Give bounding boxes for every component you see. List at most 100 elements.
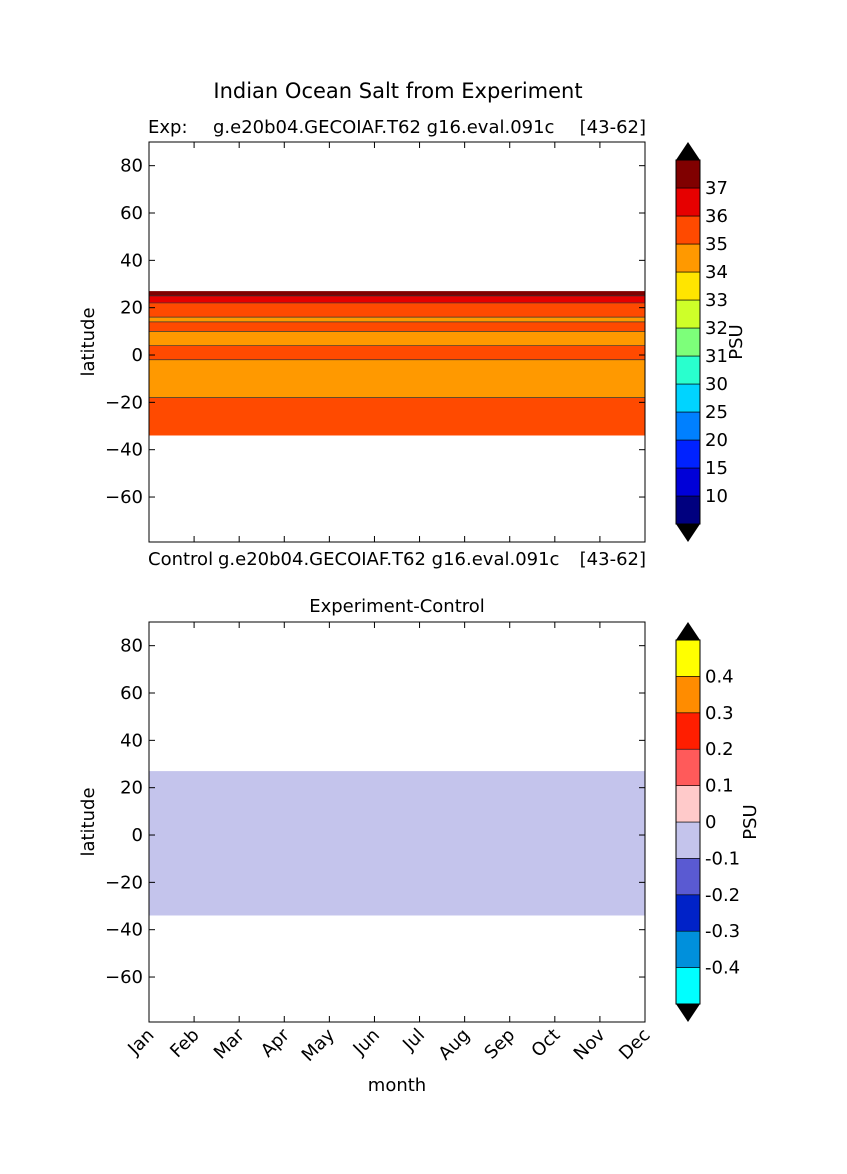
colorbar-extend-max: [676, 622, 700, 640]
colorbar-segment: [675, 215, 701, 245]
colorbar-tick-label: 0: [705, 812, 716, 833]
difference-panel: 80 60 40 20 0 −20 −40 −60 latitude Jan Feb Mar Apr Ma…: [78, 621, 655, 1096]
colorbar-segment: [675, 894, 701, 932]
exp-years: [43-62]: [580, 117, 646, 138]
colorbar-segment: [675, 327, 701, 357]
colorbar-tick-label: -0.1: [705, 848, 740, 869]
colorbar-tick-label: 31: [705, 346, 728, 367]
contour-band: [149, 771, 645, 916]
salinity-colorbar: 10 15 20 25 30 31 32 33 34 35 36 37 PSU: [675, 142, 747, 542]
colorbar-tick-label: 33: [705, 290, 728, 311]
contour-band: [149, 331, 645, 346]
x-tick-label: Jul: [398, 1025, 429, 1056]
colorbar-tick-label: 25: [705, 402, 728, 423]
colorbar-tick-label: 32: [705, 318, 728, 339]
contour-band: [149, 317, 645, 322]
colorbar-segment: [675, 712, 701, 750]
colorbar-segment: [675, 439, 701, 469]
y-tick-label: 60: [120, 683, 143, 704]
colorbar-tick-label: 10: [705, 486, 728, 507]
colorbar-tick-label: 34: [705, 262, 728, 283]
x-tick-label: Jan: [123, 1025, 158, 1060]
y-tick-label: −40: [105, 440, 143, 461]
contour-band: [149, 359, 645, 398]
colorbar-label: PSU: [740, 804, 761, 839]
colorbar-segment: [675, 383, 701, 413]
colorbar-tick-label: 36: [705, 206, 728, 227]
x-tick-label: Nov: [570, 1024, 610, 1064]
control-years: [43-62]: [580, 549, 646, 570]
y-tick-label: 80: [120, 636, 143, 657]
colorbar-tick-label: 0.3: [705, 703, 734, 724]
colorbar-segment: [675, 411, 701, 441]
colorbar-extend-min: [676, 1004, 700, 1022]
colorbar-tick-label: 20: [705, 430, 728, 451]
x-tick-label: Apr: [257, 1024, 294, 1061]
colorbar-segment: [675, 243, 701, 273]
colorbar-tick-label: 0.2: [705, 739, 734, 760]
colorbar-tick-label: -0.2: [705, 885, 740, 906]
y-tick-label: −40: [105, 920, 143, 941]
y-tick-label: −60: [105, 967, 143, 988]
colorbar-segment: [675, 355, 701, 385]
colorbar-segment: [675, 639, 701, 677]
control-label: Control: [148, 549, 213, 570]
y-tick-label: 80: [120, 156, 143, 177]
colorbar-segment: [675, 748, 701, 786]
y-tick-label: −20: [105, 392, 143, 413]
figure-title: Indian Ocean Salt from Experiment: [213, 79, 582, 103]
x-tick-label: Oct: [527, 1025, 564, 1062]
y-tick-label: −20: [105, 872, 143, 893]
y-axis-label: latitude: [78, 307, 99, 376]
experiment-salinity-panel: 80 60 40 20 0 −20 −40 −60 latitude: [78, 141, 646, 543]
colorbar-tick-label: 35: [705, 234, 728, 255]
plot-frame: [148, 141, 646, 543]
x-tick-label: May: [298, 1024, 339, 1065]
contour-band: [149, 345, 645, 360]
y-tick-label: −60: [105, 487, 143, 508]
colorbar-segment: [675, 785, 701, 823]
contour-band: [149, 397, 645, 436]
y-tick-label: 0: [132, 345, 143, 366]
y-tick-label: 20: [120, 298, 143, 319]
colorbar-segment: [675, 676, 701, 714]
colorbar-tick-label: 0.1: [705, 776, 734, 797]
x-tick-label: Jun: [349, 1025, 384, 1060]
control-case-name: g.e20b04.GECOIAF.T62 g16.eval.091c: [218, 549, 559, 570]
difference-panel-title: Experiment-Control: [309, 596, 485, 617]
colorbar-tick-label: -0.4: [705, 958, 740, 979]
colorbar-frame: [675, 159, 701, 525]
colorbar-label: PSU: [726, 324, 747, 359]
colorbar-segment: [675, 967, 701, 1005]
difference-colorbar: -0.4 -0.3 -0.2 -0.1 0 0.1 0.2 0.3 0.4 PSU: [675, 622, 761, 1022]
colorbar-segment: [675, 467, 701, 497]
colorbar-segment: [675, 495, 701, 525]
contour-band: [149, 321, 645, 332]
colorbar-extend-max: [676, 142, 700, 160]
colorbar-segment: [675, 858, 701, 896]
plot-frame: [148, 621, 646, 1023]
colorbar-segment: [675, 821, 701, 859]
colorbar-tick-label: 0.4: [705, 666, 734, 687]
contour-band: [149, 291, 645, 296]
exp-case-name: g.e20b04.GECOIAF.T62 g16.eval.091c: [213, 117, 554, 138]
y-tick-label: 40: [120, 250, 143, 271]
y-tick-label: 0: [132, 825, 143, 846]
colorbar-tick-label: 30: [705, 374, 728, 395]
colorbar-segment: [675, 159, 701, 189]
x-tick-label: Feb: [166, 1025, 203, 1062]
y-tick-label: 40: [120, 730, 143, 751]
colorbar-frame: [675, 639, 701, 1005]
colorbar-segment: [675, 187, 701, 217]
exp-label: Exp:: [148, 117, 188, 138]
colorbar-segment: [675, 930, 701, 968]
colorbar-tick-label: 15: [705, 458, 728, 479]
colorbar-tick-label: -0.3: [705, 921, 740, 942]
colorbar-tick-label: 37: [705, 178, 728, 199]
colorbar-segment: [675, 271, 701, 301]
colorbar-segment: [675, 299, 701, 329]
contour-band: [149, 295, 645, 303]
y-axis-label: latitude: [78, 787, 99, 856]
x-axis-label: month: [368, 1075, 426, 1096]
